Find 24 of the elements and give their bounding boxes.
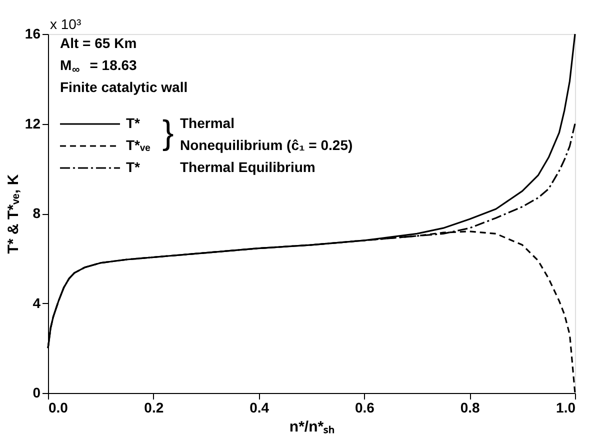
x-tick-label: 0.2	[144, 400, 164, 416]
x-tick-label: 0.0	[48, 400, 68, 416]
text: x 10³	[50, 16, 82, 32]
legend-label: T*	[126, 115, 141, 131]
annotation: Alt = 65 Km	[60, 35, 137, 51]
y-tick-label: 8	[32, 205, 41, 221]
x-tick-label: 0.8	[460, 400, 480, 416]
y-tick-label: 4	[32, 294, 41, 311]
x-tick-label: 1.0	[556, 400, 576, 416]
annotation: Finite catalytic wall	[60, 79, 188, 95]
annotation: Nonequilibrium (ĉ₁ = 0.25)	[180, 137, 353, 153]
annotation: Thermal	[180, 115, 234, 131]
y-tick-label: 16	[24, 26, 41, 42]
x-tick-label: 0.6	[354, 400, 375, 416]
y-tick-label: 0	[32, 384, 41, 400]
x-axis-title: n*/n*ₛₕ	[289, 418, 335, 436]
y-tick-label: 12	[24, 115, 41, 132]
legend-label: T*ᵥₑ	[126, 137, 150, 153]
annotation: M∞ = 18.63	[60, 57, 138, 76]
y-axis-title: T* & T*ᵥₑ, K	[4, 174, 22, 254]
annotation: Thermal Equilibrium	[180, 159, 316, 175]
annotation: }	[162, 114, 174, 152]
x-tick-label: 0.4	[250, 400, 270, 416]
legend-label: T*	[126, 159, 141, 175]
